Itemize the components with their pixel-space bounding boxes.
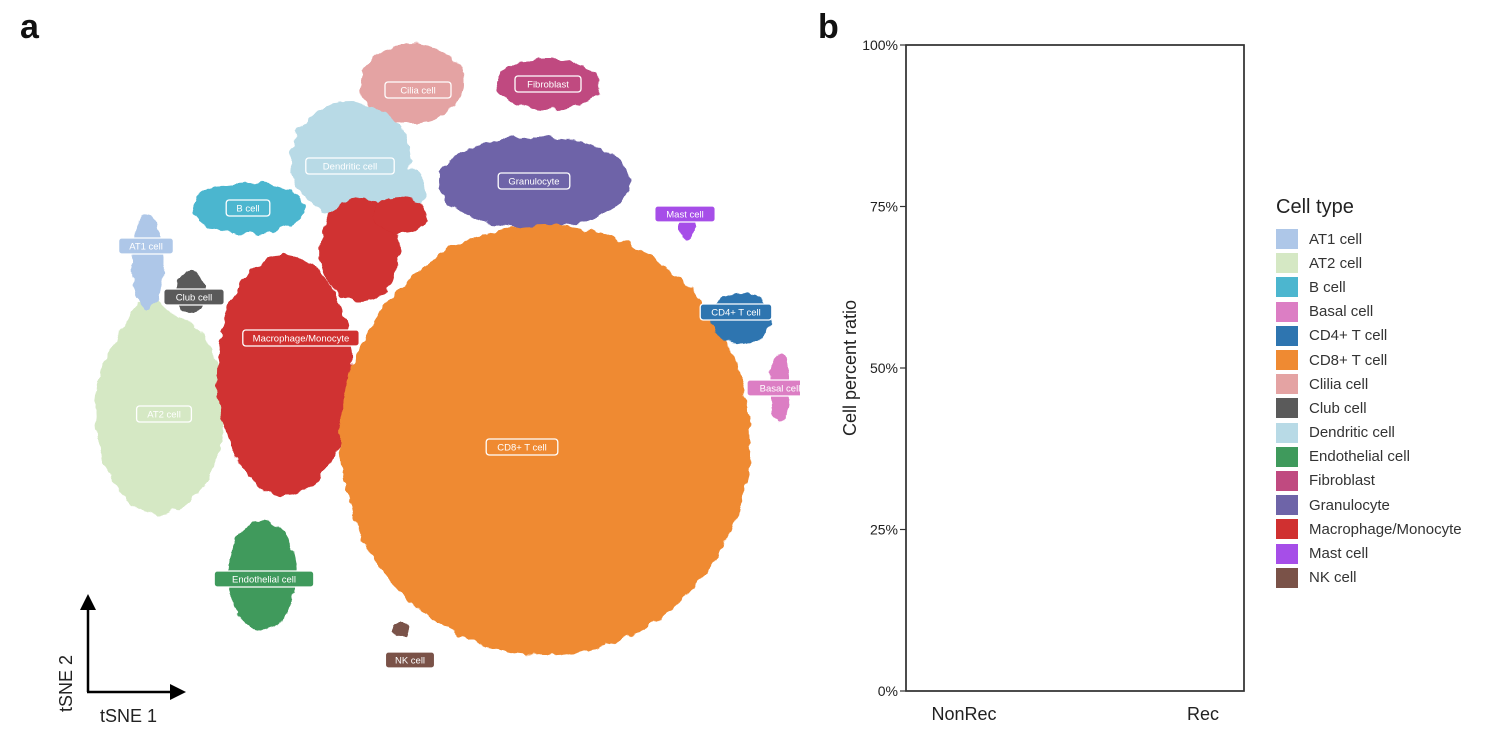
x-tick-label-nonrec: NonRec <box>931 704 996 724</box>
tsne-axis-arrows <box>80 594 186 700</box>
svg-text:AT1 cell: AT1 cell <box>129 242 163 253</box>
svg-text:Basal cell: Basal cell <box>760 384 800 395</box>
svg-text:Granulocyte: Granulocyte <box>508 177 559 188</box>
legend-swatch <box>1276 470 1298 491</box>
y-tick-label: 75% <box>870 199 898 215</box>
legend-item-cd4-t-cell: CD4+ T cell <box>1276 324 1462 348</box>
legend-swatch <box>1276 277 1298 298</box>
legend-label: CD8+ T cell <box>1309 351 1388 369</box>
legend-label: Fibroblast <box>1309 472 1375 490</box>
legend-item-endothelial-cell: Endothelial cell <box>1276 445 1462 469</box>
svg-text:Dendritic cell: Dendritic cell <box>323 162 377 173</box>
panel-b-letter: b <box>818 8 839 46</box>
legend-swatch <box>1276 253 1298 274</box>
legend-swatch <box>1276 325 1298 346</box>
tsne-label-nk-cell: NK cell <box>384 651 436 669</box>
legend-label: AT2 cell <box>1309 254 1363 272</box>
legend-swatch <box>1276 495 1298 516</box>
legend-title: Cell type <box>1276 196 1354 218</box>
tsne-label-club-cell: Club cell <box>163 288 225 306</box>
legend-item-nk-cell: NK cell <box>1276 566 1462 590</box>
legend-swatch <box>1276 398 1298 419</box>
svg-text:AT2 cell: AT2 cell <box>147 410 181 421</box>
legend-item-basal-cell: Basal cell <box>1276 300 1462 324</box>
svg-text:Macrophage/Monocyte: Macrophage/Monocyte <box>253 334 350 345</box>
svg-text:CD4+ T cell: CD4+ T cell <box>711 308 761 319</box>
legend-item-granulocyte: Granulocyte <box>1276 493 1462 517</box>
svg-text:Fibroblast: Fibroblast <box>527 80 569 91</box>
tsne-label-cd4-t-cell: CD4+ T cell <box>699 303 773 321</box>
legend-item-cilia-cell: Clilia cell <box>1276 372 1462 396</box>
tsne-label-dendritic-cell: Dendritic cell <box>305 157 395 175</box>
legend-item-at1-cell: AT1 cell <box>1276 227 1462 251</box>
svg-text:NK cell: NK cell <box>395 656 425 667</box>
legend-label: CD4+ T cell <box>1309 327 1388 345</box>
tsne-cluster-nk-cell <box>392 622 408 638</box>
tsne-label-b-cell: B cell <box>225 199 271 217</box>
tsne-cluster-macrophage-monocyte <box>372 197 428 233</box>
tsne-label-mast-cell: Mast cell <box>654 205 716 223</box>
legend-swatch <box>1276 374 1298 395</box>
tsne-label-fibroblast: Fibroblast <box>514 75 582 93</box>
tsne-cluster-at2-cell <box>126 300 174 360</box>
legend-label: Endothelial cell <box>1309 448 1410 466</box>
legend-label: Club cell <box>1309 399 1367 417</box>
tsne-cluster-macrophage-monocyte <box>217 255 353 495</box>
x-tick-label-rec: Rec <box>1187 704 1219 724</box>
y-tick-label: 100% <box>862 37 898 53</box>
legend-item-b-cell: B cell <box>1276 275 1462 299</box>
plot-frame <box>905 44 1245 692</box>
svg-text:Cilia cell: Cilia cell <box>400 86 435 97</box>
tsne-label-cd8-t-cell: CD8+ T cell <box>485 438 559 456</box>
legend-label: Macrophage/Monocyte <box>1309 520 1462 538</box>
legend-swatch <box>1276 350 1298 371</box>
legend-items: AT1 cell AT2 cell B cell Basal cell CD4+ T c… <box>1276 227 1462 590</box>
legend-item-fibroblast: Fibroblast <box>1276 469 1462 493</box>
legend-swatch <box>1276 519 1298 540</box>
tsne-plot: AT1 cell AT2 cell B cell Basal cell CD4+ T c… <box>80 44 800 700</box>
legend-label: Dendritic cell <box>1309 424 1395 442</box>
legend-label: Basal cell <box>1309 303 1374 321</box>
y-axis-title: Cell percent ratio <box>840 300 860 436</box>
legend-swatch <box>1276 543 1298 564</box>
legend-label: Granulocyte <box>1309 496 1390 514</box>
tsne-label-granulocyte: Granulocyte <box>497 172 571 190</box>
legend-item-macrophage-monocyte: Macrophage/Monocyte <box>1276 517 1462 541</box>
tsne-label-at1-cell: AT1 cell <box>117 237 175 255</box>
legend-swatch <box>1276 446 1298 467</box>
tsne-label-at2-cell: AT2 cell <box>135 405 193 423</box>
svg-text:CD8+ T cell: CD8+ T cell <box>497 443 547 454</box>
legend-swatch <box>1276 229 1298 250</box>
svg-text:Endothelial cell: Endothelial cell <box>232 575 296 586</box>
legend-item-cd8-t-cell: CD8+ T cell <box>1276 348 1462 372</box>
legend: Cell type AT1 cell AT2 cell B cell Basal ce… <box>1276 196 1462 590</box>
legend-label: Mast cell <box>1309 545 1369 563</box>
tsne-label-endothelial-cell: Endothelial cell <box>213 570 315 588</box>
legend-label: B cell <box>1309 278 1346 296</box>
legend-item-club-cell: Club cell <box>1276 396 1462 420</box>
svg-text:B cell: B cell <box>236 204 259 215</box>
legend-label: Clilia cell <box>1309 375 1369 393</box>
y-tick-label: 50% <box>870 360 898 376</box>
legend-item-dendritic-cell: Dendritic cell <box>1276 421 1462 445</box>
legend-swatch <box>1276 422 1298 443</box>
svg-text:Mast cell: Mast cell <box>666 210 703 221</box>
legend-swatch <box>1276 301 1298 322</box>
tsne-label-basal-cell: Basal cell <box>746 379 800 397</box>
tsne-x-axis-label: tSNE 1 <box>100 706 158 726</box>
y-tick-label: 25% <box>870 522 898 538</box>
y-tick-label: 0% <box>878 683 898 699</box>
legend-swatch <box>1276 567 1298 588</box>
tsne-label-cilia-cell: Cilia cell <box>384 81 452 99</box>
svg-text:Club cell: Club cell <box>176 293 212 304</box>
legend-item-mast-cell: Mast cell <box>1276 541 1462 565</box>
tsne-cluster-cd8-t-cell <box>435 238 605 282</box>
legend-label: AT1 cell <box>1309 230 1363 248</box>
legend-item-at2-cell: AT2 cell <box>1276 251 1462 275</box>
panel-a-letter: a <box>20 8 39 46</box>
tsne-label-macrophage-monocyte: Macrophage/Monocyte <box>242 329 360 347</box>
legend-label: NK cell <box>1309 569 1357 587</box>
